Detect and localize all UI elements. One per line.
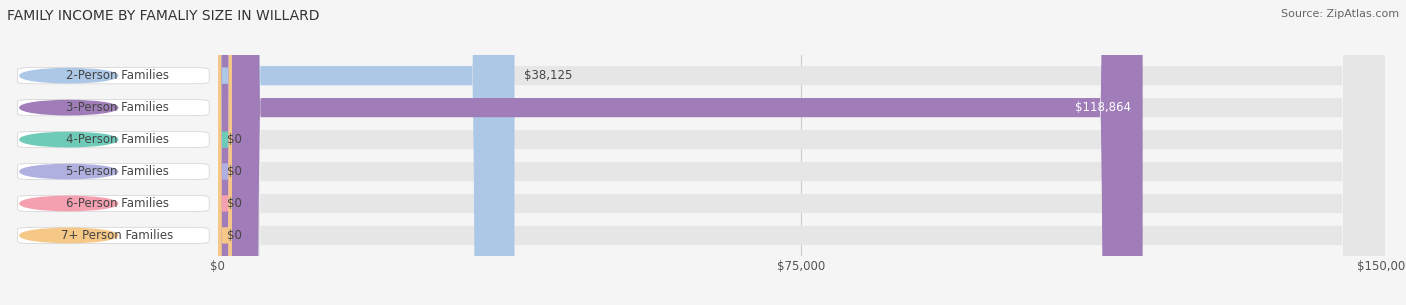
FancyBboxPatch shape — [17, 163, 209, 180]
Text: 7+ Person Families: 7+ Person Families — [60, 229, 173, 242]
FancyBboxPatch shape — [218, 0, 1385, 305]
FancyBboxPatch shape — [218, 0, 1143, 305]
Circle shape — [20, 196, 118, 211]
Circle shape — [20, 69, 118, 83]
Text: $118,864: $118,864 — [1076, 101, 1130, 114]
FancyBboxPatch shape — [218, 0, 232, 305]
Text: $38,125: $38,125 — [524, 69, 572, 82]
Text: $0: $0 — [228, 229, 242, 242]
Text: 5-Person Families: 5-Person Families — [66, 165, 169, 178]
Text: 2-Person Families: 2-Person Families — [66, 69, 169, 82]
FancyBboxPatch shape — [218, 0, 1385, 305]
FancyBboxPatch shape — [17, 195, 209, 212]
FancyBboxPatch shape — [218, 0, 1385, 305]
FancyBboxPatch shape — [218, 0, 232, 305]
FancyBboxPatch shape — [17, 131, 209, 148]
Text: $0: $0 — [228, 133, 242, 146]
Text: 3-Person Families: 3-Person Families — [66, 101, 169, 114]
FancyBboxPatch shape — [218, 0, 515, 305]
FancyBboxPatch shape — [218, 0, 232, 305]
FancyBboxPatch shape — [218, 0, 232, 305]
Text: $0: $0 — [228, 197, 242, 210]
FancyBboxPatch shape — [17, 99, 209, 116]
Text: $0: $0 — [228, 165, 242, 178]
Circle shape — [20, 164, 118, 179]
FancyBboxPatch shape — [218, 0, 1385, 305]
FancyBboxPatch shape — [17, 67, 209, 84]
Circle shape — [20, 100, 118, 115]
Text: FAMILY INCOME BY FAMALIY SIZE IN WILLARD: FAMILY INCOME BY FAMALIY SIZE IN WILLARD — [7, 9, 319, 23]
FancyBboxPatch shape — [218, 0, 232, 305]
Text: Source: ZipAtlas.com: Source: ZipAtlas.com — [1281, 9, 1399, 19]
Circle shape — [20, 132, 118, 147]
Text: 4-Person Families: 4-Person Families — [66, 133, 169, 146]
FancyBboxPatch shape — [218, 0, 1385, 305]
FancyBboxPatch shape — [17, 227, 209, 244]
Circle shape — [20, 228, 118, 242]
FancyBboxPatch shape — [218, 0, 232, 305]
Text: 6-Person Families: 6-Person Families — [66, 197, 169, 210]
FancyBboxPatch shape — [218, 0, 1385, 305]
